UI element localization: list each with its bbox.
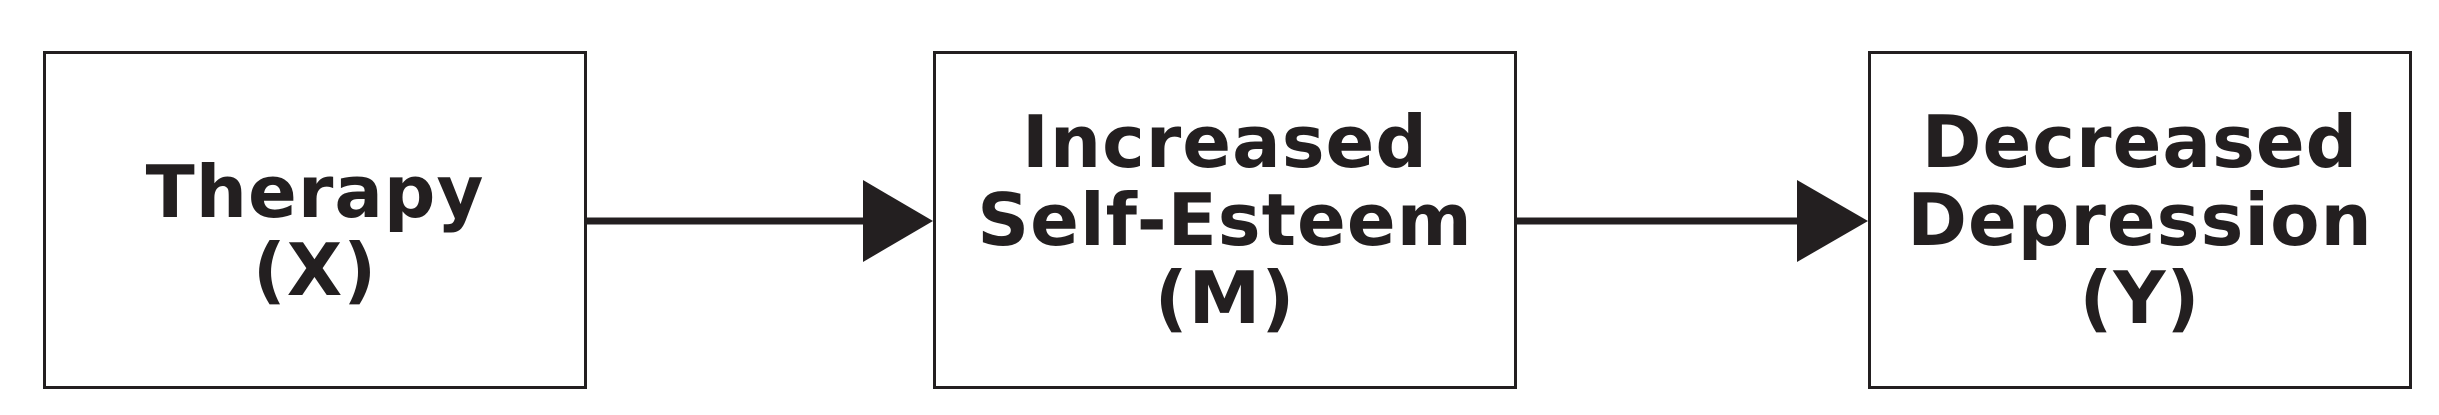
node-self-esteem-line2: Self-Esteem	[977, 178, 1473, 262]
node-therapy-variable: (X)	[252, 228, 378, 312]
node-therapy-x: Therapy (X)	[43, 51, 587, 389]
node-depression-line2: Depression	[1907, 178, 2373, 262]
arrow-x-to-m-head	[863, 180, 933, 262]
node-therapy-label: Therapy	[145, 150, 485, 234]
node-depression-y: Decreased Depression (Y)	[1868, 51, 2412, 389]
node-depression-variable: (Y)	[2079, 256, 2201, 340]
arrow-x-to-m	[587, 180, 933, 262]
node-self-esteem-line1: Increased	[1022, 100, 1428, 184]
arrow-m-to-y	[1517, 180, 1868, 262]
node-depression-line1: Decreased	[1921, 100, 2359, 184]
arrow-m-to-y-head	[1797, 180, 1868, 262]
node-self-esteem-m: Increased Self-Esteem (M)	[933, 51, 1517, 389]
node-self-esteem-variable: (M)	[1154, 256, 1296, 340]
